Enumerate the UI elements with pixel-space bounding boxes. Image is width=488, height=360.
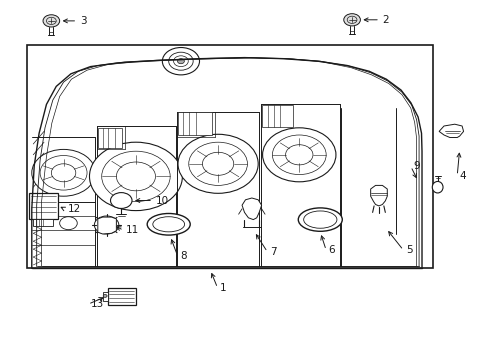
Ellipse shape <box>431 181 442 193</box>
Text: 1: 1 <box>220 283 226 293</box>
Text: 13: 13 <box>90 299 103 309</box>
Bar <box>33 219 53 226</box>
Polygon shape <box>438 124 463 138</box>
Bar <box>98 128 122 148</box>
Bar <box>29 193 58 219</box>
Bar <box>178 112 212 135</box>
Ellipse shape <box>303 211 336 228</box>
Text: 10: 10 <box>155 195 168 206</box>
Circle shape <box>110 193 132 208</box>
Text: 12: 12 <box>67 204 81 214</box>
Circle shape <box>177 59 184 64</box>
Circle shape <box>43 15 60 27</box>
Text: 4: 4 <box>459 171 466 181</box>
Text: 8: 8 <box>180 251 186 261</box>
Bar <box>102 292 107 301</box>
Circle shape <box>343 14 360 26</box>
Circle shape <box>32 149 95 196</box>
Circle shape <box>178 134 258 193</box>
Circle shape <box>103 294 107 297</box>
Text: 6: 6 <box>328 245 335 255</box>
Ellipse shape <box>147 213 190 235</box>
Circle shape <box>262 128 335 182</box>
Text: 7: 7 <box>269 247 276 257</box>
Circle shape <box>89 142 182 211</box>
Text: 3: 3 <box>80 16 86 26</box>
Polygon shape <box>242 198 261 220</box>
Bar <box>107 288 136 305</box>
Bar <box>27 45 432 268</box>
Ellipse shape <box>298 208 342 231</box>
Text: 2: 2 <box>382 15 388 25</box>
Text: 5: 5 <box>405 245 412 255</box>
Polygon shape <box>370 185 386 206</box>
Circle shape <box>94 216 119 234</box>
Polygon shape <box>98 217 116 234</box>
Bar <box>261 105 293 127</box>
Text: 9: 9 <box>412 161 419 171</box>
Text: 11: 11 <box>126 225 139 235</box>
Ellipse shape <box>152 217 184 232</box>
